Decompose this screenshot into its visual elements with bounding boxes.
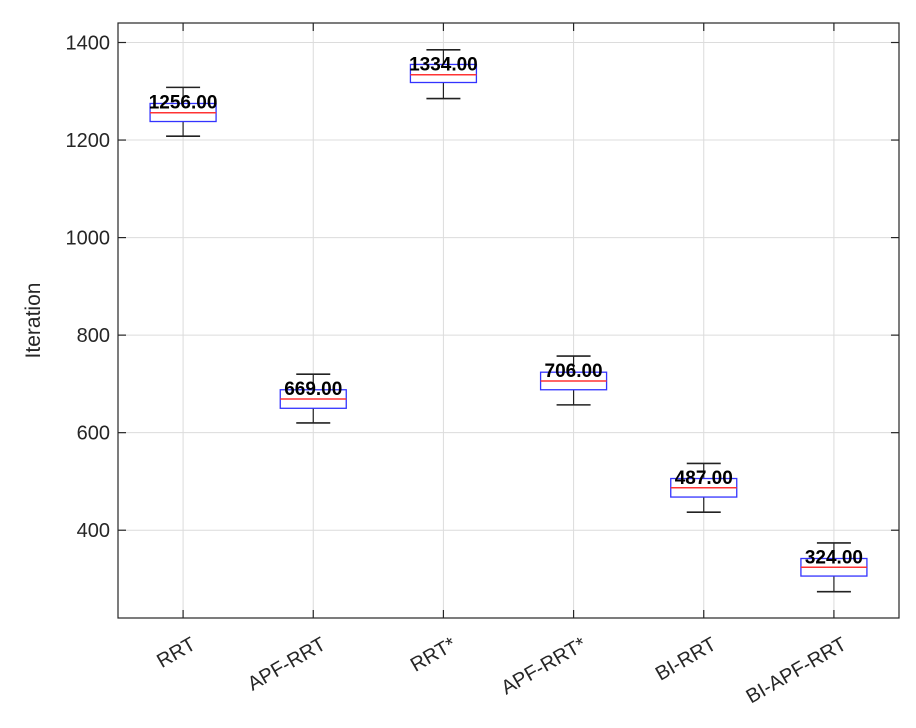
y-tick-label: 800	[77, 325, 110, 347]
box-apf-rrt-	[539, 355, 608, 406]
x-category-label: APF-RRT*	[498, 633, 591, 699]
axes-frame	[117, 22, 900, 619]
interquartile-box	[409, 63, 478, 84]
box-rrt	[149, 86, 217, 137]
median-value-label: 324.00	[805, 547, 863, 568]
x-category-label: BI-RRT	[652, 633, 720, 685]
box-rrt-	[409, 49, 478, 100]
y-tick-label: 400	[77, 520, 110, 542]
box-layer	[149, 49, 868, 593]
plot-area	[118, 23, 899, 618]
x-category-label: RRT*	[407, 633, 460, 676]
x-category-label: BI-APF-RRT	[743, 633, 851, 708]
box-bi-rrt	[670, 462, 738, 513]
median-value-label: 487.00	[675, 468, 733, 489]
median-value-label: 1334.00	[409, 55, 478, 76]
y-tick-label: 1200	[66, 130, 111, 152]
box-apf-rrt	[279, 373, 347, 424]
y-tick-label: 1000	[66, 228, 111, 250]
label-layer: 1256.00 669.00 1334.00 706.00 487.00 324.00	[149, 55, 863, 569]
grid-layer	[118, 23, 899, 618]
box-bi-apf-rrt	[800, 542, 868, 593]
x-category-label: APF-RRT	[244, 633, 330, 695]
x-category-label: RRT	[153, 633, 199, 672]
y-axis-title: Iteration	[22, 283, 45, 359]
y-tick-label: 1400	[66, 33, 111, 55]
median-value-label: 669.00	[284, 379, 342, 400]
y-tick-label: 600	[77, 423, 110, 445]
median-value-label: 1256.00	[149, 93, 218, 114]
median-value-label: 706.00	[545, 361, 603, 382]
